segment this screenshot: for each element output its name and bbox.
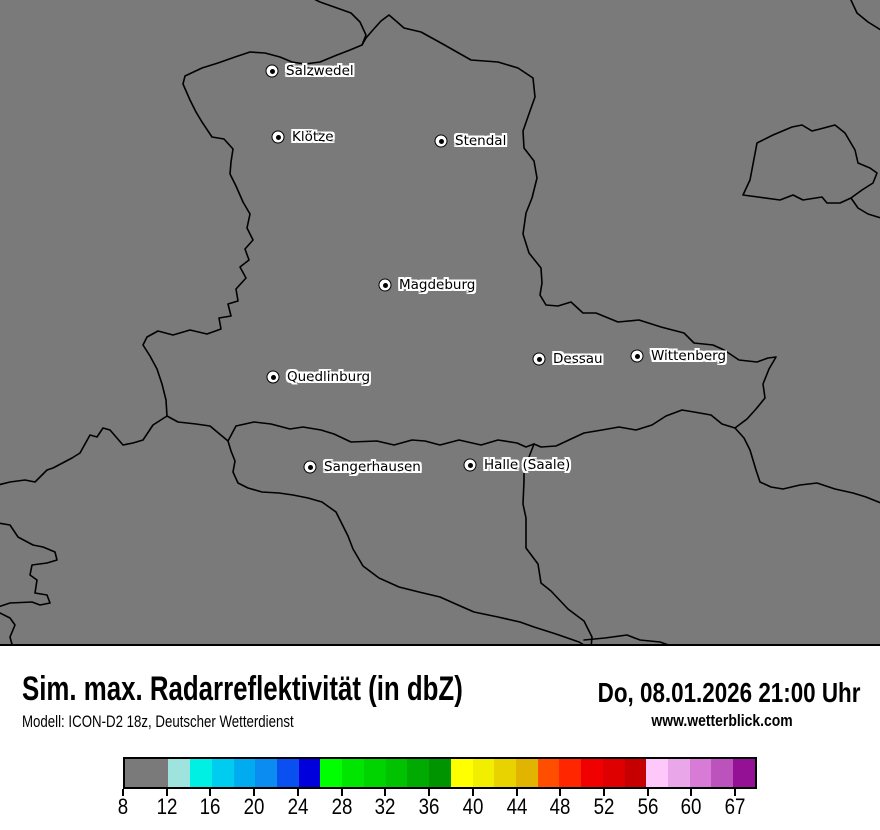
legend-segment: [515, 759, 538, 787]
colorbar-tick-label: 24: [287, 794, 309, 819]
colorbar-tick: [296, 789, 299, 796]
city-marker: [630, 349, 644, 363]
city-label: Halle (Saale): [484, 457, 571, 473]
city-marker: [271, 130, 285, 144]
legend-segment: [450, 759, 473, 787]
legend-segment: [711, 759, 734, 787]
colorbar-tick-label: 8: [117, 794, 129, 819]
border-saxony-anhalt-east-north: [361, 14, 777, 646]
legend-segment: [363, 759, 386, 787]
forecast-datetime: Do, 08.01.2026 21:00 Uhr: [597, 677, 860, 708]
legend-segment: [646, 759, 668, 787]
colorbar-tick: [165, 789, 168, 796]
city-label: Salzwedel: [286, 63, 354, 79]
colorbar-tick-label: 52: [593, 794, 615, 819]
colorbar-tick: [209, 789, 212, 796]
border-thuringia-wiggle: [0, 522, 58, 608]
city-label: Sangerhausen: [324, 459, 421, 475]
city-marker: [434, 134, 448, 148]
legend-segment: [667, 759, 690, 787]
legend-segment: [537, 759, 560, 787]
colorbar-tick: [602, 789, 605, 796]
border-west-branch: [0, 415, 168, 486]
colorbar-tick: [646, 789, 649, 796]
border-bottom-branch: [583, 634, 674, 646]
radar-map: Salzwedel Klötze Stendal Magdeburg Dessau Wit…: [0, 0, 880, 646]
legend-segment: [211, 759, 234, 787]
colorbar-tick: [559, 789, 562, 796]
city-label: Wittenberg: [651, 348, 727, 364]
colorbar-tick-label: 36: [418, 794, 440, 819]
colorbar-tick-label: 56: [637, 794, 659, 819]
city-marker: [532, 352, 546, 366]
colorbar-tick-label: 12: [156, 794, 178, 819]
colorbar-tick-label: 44: [506, 794, 527, 819]
colorbar-tick: [734, 789, 737, 796]
legend-segment: [689, 759, 712, 787]
legend-segment: [385, 759, 408, 787]
colorbar-tick: [690, 789, 693, 796]
colorbar-tick: [253, 789, 256, 796]
colorbar-tick: [515, 789, 518, 796]
colorbar-tick-label: 40: [462, 794, 484, 819]
legend-segment: [429, 759, 451, 787]
legend-segment: [190, 759, 212, 787]
legend-segment: [472, 759, 495, 787]
colorbar-tick-label: 16: [200, 794, 221, 819]
colorbar-tick-label: 60: [681, 794, 702, 819]
colorbar-tick: [384, 789, 387, 796]
city-marker: [303, 460, 317, 474]
legend-segment: [255, 759, 278, 787]
legend-segment: [168, 759, 191, 787]
colorbar-tick-label: 20: [243, 794, 265, 819]
legend-segment: [125, 759, 169, 787]
city-marker: [266, 370, 280, 384]
colorbar-tick-label: 28: [331, 794, 353, 819]
colorbar-tick: [122, 789, 124, 796]
legend-segment: [602, 759, 625, 787]
legend-segment: [407, 759, 430, 787]
website-label: www.wetterblick.com: [651, 711, 793, 730]
page-title: Sim. max. Radarreflektivität (in dbZ): [22, 670, 463, 708]
border-saxony-anhalt-west-south: [142, 0, 588, 646]
city-label: Magdeburg: [399, 277, 476, 293]
colorbar-tick: [428, 789, 431, 796]
city-marker: [265, 64, 279, 78]
colorbar-tick: [471, 789, 474, 796]
city-marker: [463, 458, 477, 472]
border-berlin: [742, 124, 878, 204]
legend-segment: [559, 759, 582, 787]
reflectivity-colorbar: [123, 757, 757, 789]
legend-segment: [298, 759, 321, 787]
colorbar-tick: [340, 789, 343, 796]
city-marker: [378, 278, 392, 292]
legend-segment: [494, 759, 516, 787]
colorbar-tick-label: 32: [374, 794, 396, 819]
border-southeast-branch: [734, 427, 880, 504]
colorbar-tick-label: 67: [724, 794, 746, 819]
city-label: Dessau: [553, 351, 603, 367]
state-borders-map: [0, 0, 880, 646]
legend-segment: [277, 759, 299, 787]
border-berlin-southeast: [850, 197, 880, 219]
colorbar-tick-label: 48: [549, 794, 571, 819]
city-label: Klötze: [292, 129, 334, 145]
city-label: Quedlinburg: [287, 369, 371, 385]
legend-segment: [320, 759, 343, 787]
legend-segment: [233, 759, 256, 787]
legend-segment: [581, 759, 603, 787]
border-southern-inner: [227, 421, 535, 448]
legend-segment: [624, 759, 647, 787]
border-top-right: [850, 0, 880, 31]
legend-segment: [733, 759, 755, 787]
city-label: Stendal: [455, 133, 507, 149]
model-info: Modell: ICON-D2 18z, Deutscher Wetterdie…: [22, 712, 294, 731]
border-thuringia-stub: [0, 612, 16, 646]
legend-segment: [342, 759, 364, 787]
